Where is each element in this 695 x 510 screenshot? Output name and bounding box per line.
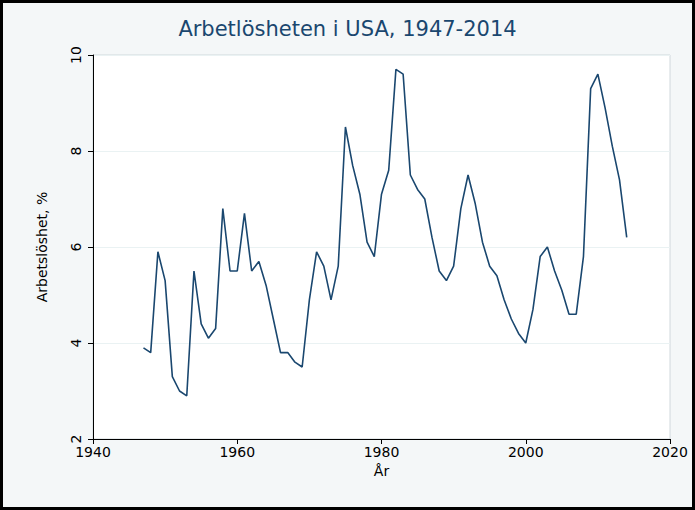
svg-text:6: 6 (68, 242, 84, 251)
svg-text:År: År (374, 463, 390, 479)
svg-text:1980: 1980 (364, 444, 400, 460)
svg-text:Arbetslöshet, %: Arbetslöshet, % (34, 192, 50, 303)
svg-text:Arbetlösheten i USA, 1947-2014: Arbetlösheten i USA, 1947-2014 (178, 17, 516, 41)
svg-text:1960: 1960 (219, 444, 255, 460)
svg-text:1940: 1940 (75, 444, 111, 460)
svg-text:4: 4 (68, 338, 84, 347)
svg-text:2: 2 (68, 435, 84, 444)
svg-text:10: 10 (68, 46, 84, 64)
svg-text:2000: 2000 (508, 444, 544, 460)
svg-text:8: 8 (68, 147, 84, 156)
svg-text:2020: 2020 (652, 444, 688, 460)
